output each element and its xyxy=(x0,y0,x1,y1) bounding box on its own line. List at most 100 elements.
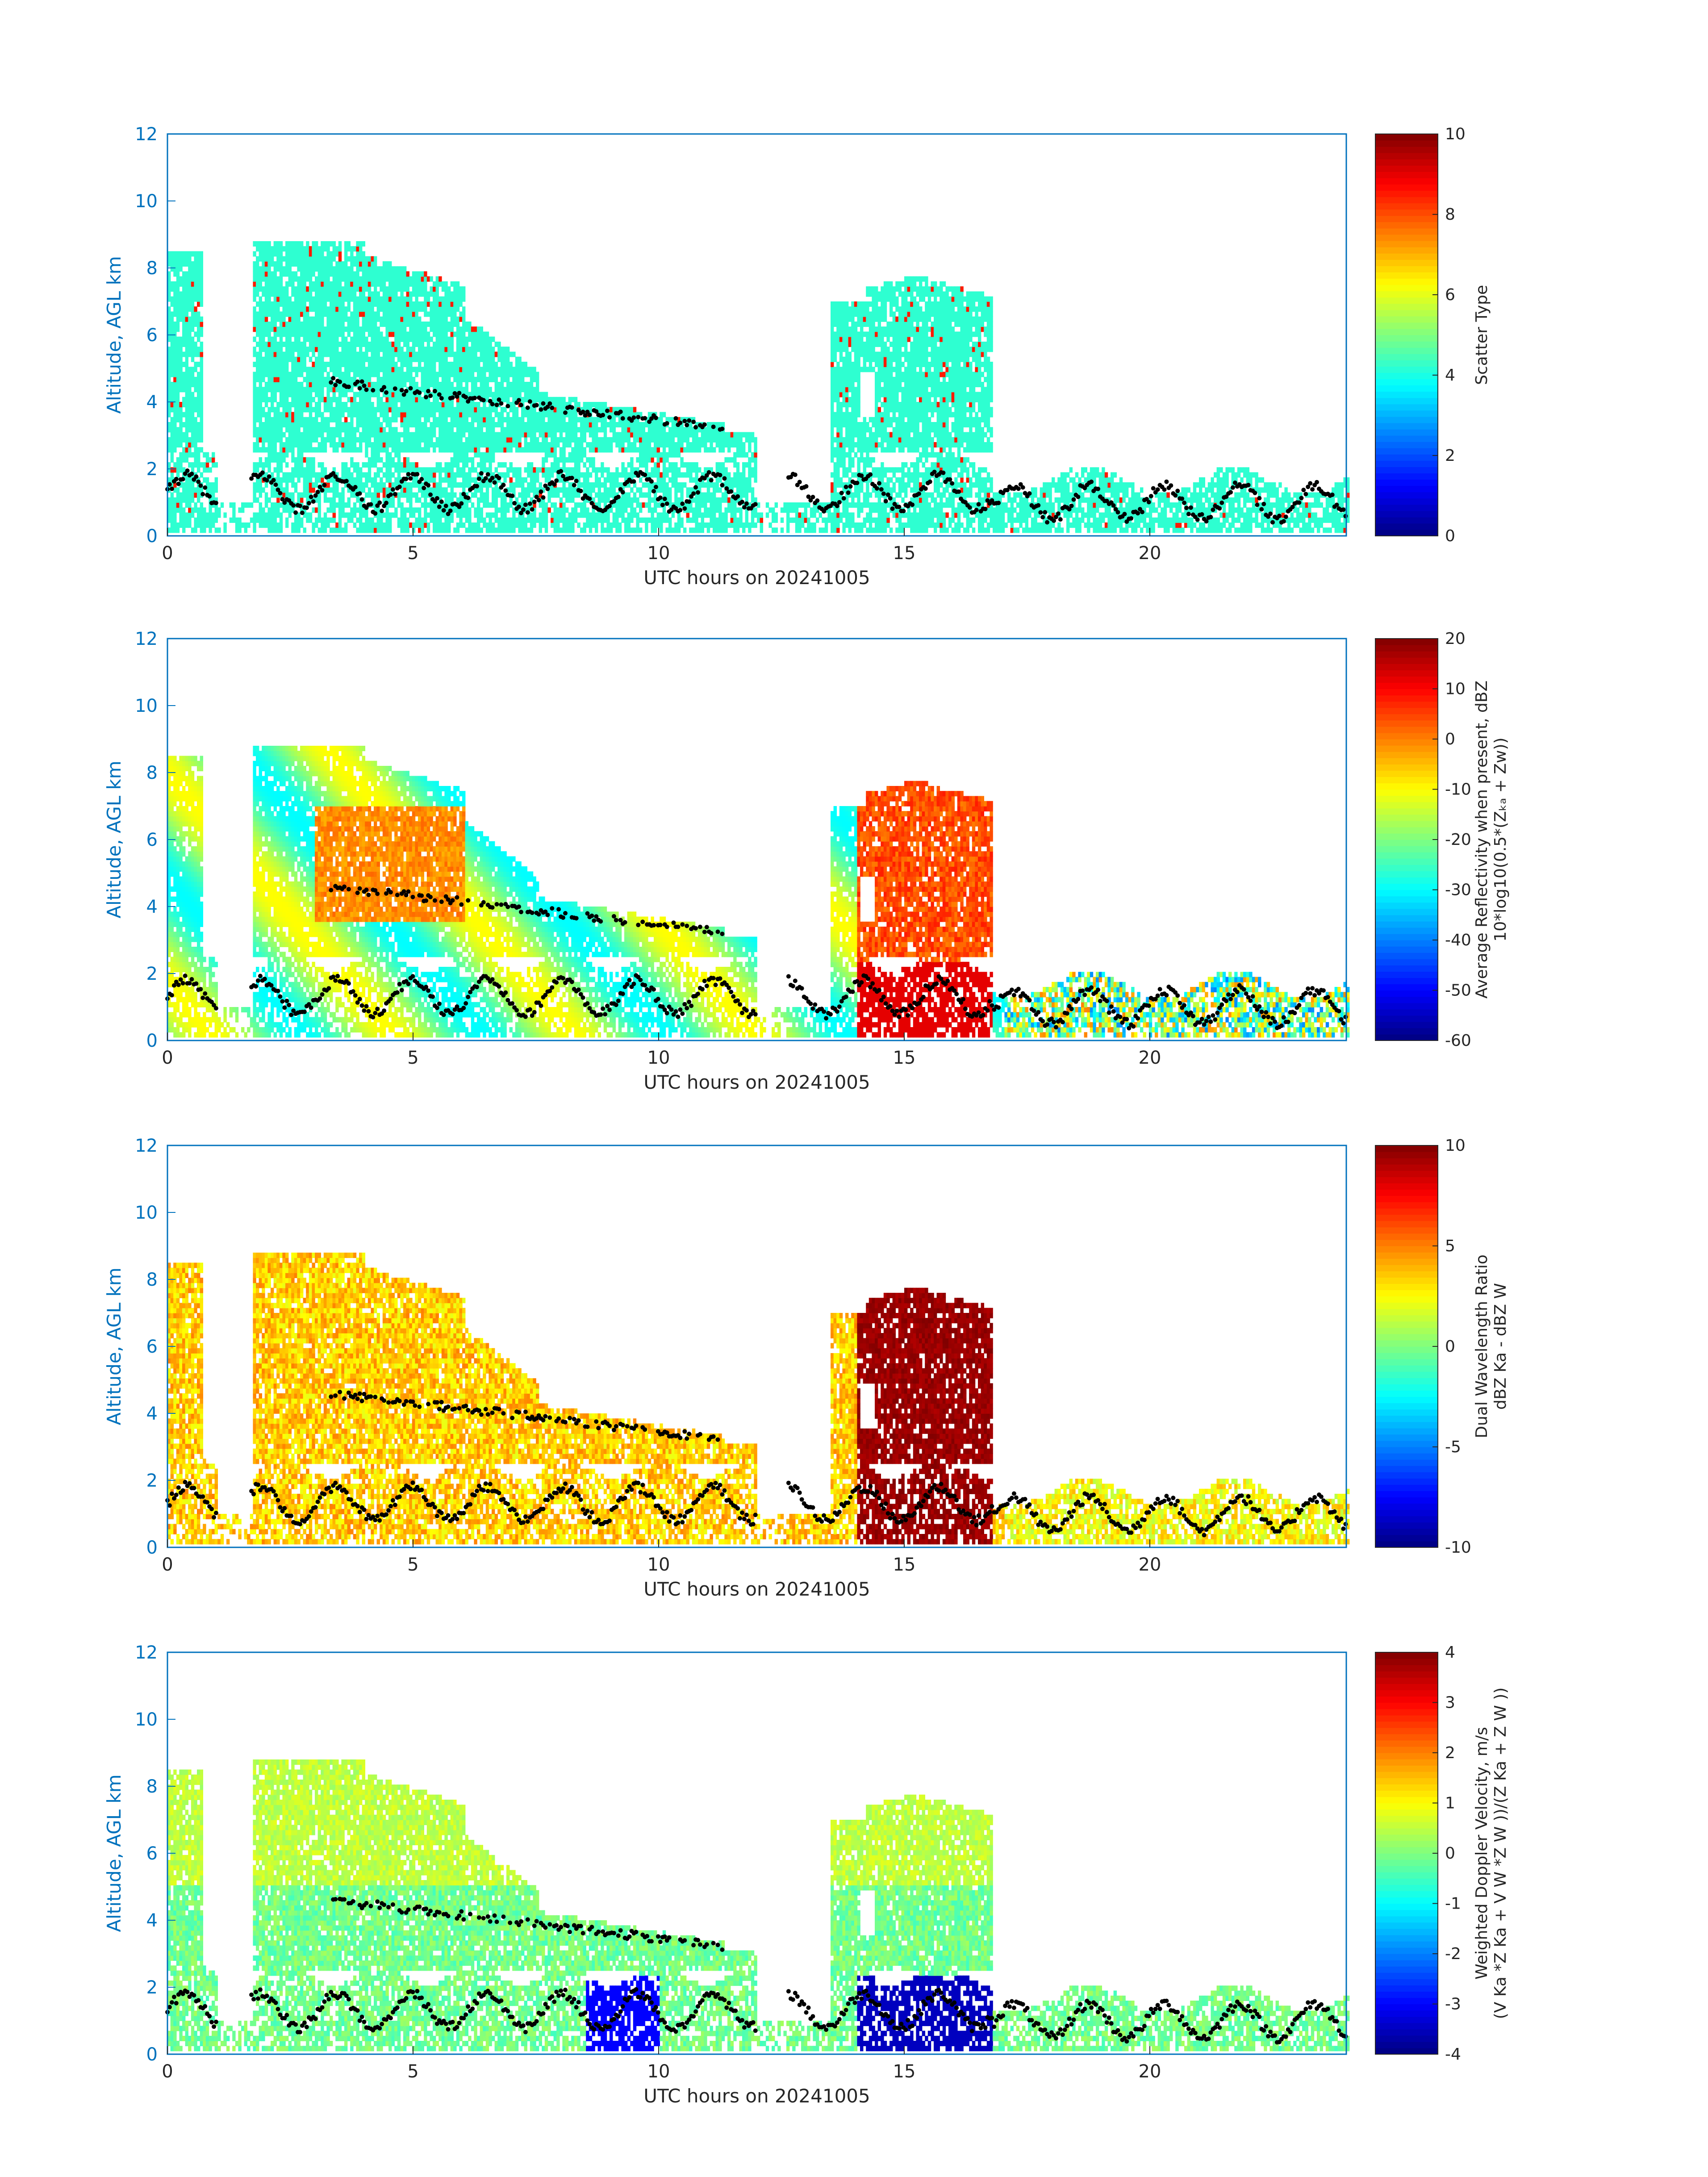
heatmap-cell xyxy=(200,447,203,453)
heatmap-cell xyxy=(547,442,551,448)
heatmap-cell xyxy=(492,512,495,518)
heatmap-cell xyxy=(547,422,551,428)
heatmap-cell xyxy=(291,457,295,463)
heatmap-cell xyxy=(317,331,321,337)
heatmap-cell xyxy=(412,462,416,468)
heatmap-cell xyxy=(462,467,466,473)
heatmap-cell xyxy=(574,417,578,422)
heatmap-cell xyxy=(238,517,242,523)
heatmap-cell xyxy=(412,407,416,413)
heatmap-cell xyxy=(444,512,448,518)
heatmap-cell xyxy=(559,437,563,443)
heatmap-cell xyxy=(362,392,365,397)
heatmap-cell xyxy=(309,316,313,322)
heatmap-cell xyxy=(194,256,197,262)
heatmap-cell xyxy=(353,492,357,498)
heatmap-cell xyxy=(568,487,572,493)
heatmap-cell xyxy=(294,432,298,438)
heatmap-cell xyxy=(185,351,188,357)
heatmap-cell xyxy=(406,517,409,523)
heatmap-cell xyxy=(200,296,203,302)
heatmap-cell xyxy=(291,442,295,448)
heatmap-cell xyxy=(533,477,536,483)
heatmap-cell xyxy=(179,492,183,498)
heatmap-cell xyxy=(556,417,560,422)
heatmap-cell xyxy=(273,326,277,332)
heatmap-cell xyxy=(426,351,430,357)
heatmap-cell xyxy=(371,442,374,448)
heatmap-cell xyxy=(359,477,363,483)
heatmap-cell xyxy=(312,322,315,327)
heatmap-cell xyxy=(371,291,374,297)
heatmap-cell xyxy=(259,382,262,388)
heatmap-cell xyxy=(332,281,336,287)
heatmap-cell xyxy=(306,351,309,357)
heatmap-cell xyxy=(391,367,395,372)
heatmap-cell xyxy=(197,372,200,377)
heatmap-cell xyxy=(326,422,330,428)
heatmap-cell xyxy=(264,306,268,312)
heatmap-cell xyxy=(194,331,197,337)
heatmap-cell xyxy=(167,251,171,257)
heatmap-cell xyxy=(303,362,306,368)
heatmap-cell xyxy=(173,482,177,488)
heatmap-cell xyxy=(279,261,283,267)
heatmap-cell xyxy=(279,256,283,262)
heatmap-cell xyxy=(185,402,188,408)
heatmap-cell xyxy=(518,382,522,388)
heatmap-cell xyxy=(167,322,171,327)
heatmap-cell xyxy=(323,467,327,473)
heatmap-cell xyxy=(303,447,306,453)
heatmap-cell xyxy=(300,286,304,292)
heatmap-cell xyxy=(424,311,427,317)
heatmap-cell xyxy=(459,442,463,448)
heatmap-cell xyxy=(326,336,330,342)
heatmap-cell xyxy=(509,462,513,468)
heatmap-cell xyxy=(315,261,318,267)
heatmap-cell xyxy=(335,276,339,282)
heatmap-cell xyxy=(312,301,315,307)
heatmap-cell xyxy=(459,326,463,332)
heatmap-cell xyxy=(267,467,271,473)
heatmap-cell xyxy=(303,482,306,488)
heatmap-cell xyxy=(465,362,468,368)
heatmap-cell xyxy=(259,427,262,433)
heatmap-cell xyxy=(435,276,439,282)
heatmap-cell xyxy=(577,417,580,422)
heatmap-cell xyxy=(553,517,557,523)
heatmap-cell xyxy=(468,457,472,463)
heatmap-cell xyxy=(303,442,306,448)
heatmap-cell xyxy=(471,382,475,388)
heatmap-cell xyxy=(197,271,200,277)
heatmap-cell xyxy=(380,296,383,302)
heatmap-cell xyxy=(285,261,289,267)
heatmap-cell xyxy=(309,266,313,272)
heatmap-cell xyxy=(264,342,268,347)
heatmap-cell xyxy=(285,517,289,523)
heatmap-cell xyxy=(374,477,377,483)
heatmap-cell xyxy=(480,392,483,397)
heatmap-cell xyxy=(271,342,274,347)
heatmap-cell xyxy=(450,432,454,438)
heatmap-cell xyxy=(468,517,472,523)
heatmap-cell xyxy=(362,376,365,382)
heatmap-cell xyxy=(506,397,510,402)
heatmap-cell xyxy=(568,427,572,433)
heatmap-cell xyxy=(509,367,513,372)
heatmap-cell xyxy=(344,427,348,433)
heatmap-cell xyxy=(385,367,389,372)
heatmap-cell xyxy=(291,331,295,337)
heatmap-cell xyxy=(197,512,200,518)
heatmap-cell xyxy=(317,492,321,498)
heatmap-cell xyxy=(391,512,395,518)
heatmap-cell xyxy=(330,412,333,418)
heatmap-cell xyxy=(450,281,454,287)
heatmap-cell xyxy=(356,477,359,483)
heatmap-cell xyxy=(524,477,527,483)
heatmap-cell xyxy=(300,301,304,307)
heatmap-cell xyxy=(394,342,398,347)
heatmap-cell xyxy=(356,296,359,302)
heatmap-cell xyxy=(418,407,422,413)
heatmap-cell xyxy=(515,417,519,422)
heatmap-cell xyxy=(362,241,365,247)
